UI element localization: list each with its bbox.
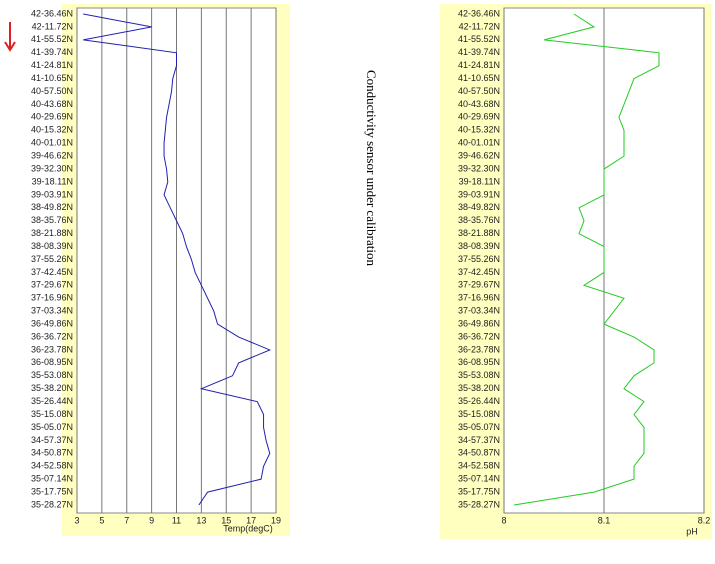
y-tick-label: 35-38.20N: [31, 383, 73, 393]
y-tick-label: 35-07.14N: [458, 474, 500, 484]
y-tick-label: 35-53.08N: [458, 370, 500, 380]
y-tick-label: 39-46.62N: [31, 151, 73, 161]
y-tick-label: 37-16.96N: [31, 293, 73, 303]
y-tick-label: 37-03.34N: [458, 306, 500, 316]
y-tick-label: 36-23.78N: [458, 344, 500, 354]
x-tick-label: 8.1: [598, 515, 611, 525]
y-tick-label: 39-03.91N: [458, 189, 500, 199]
y-tick-label: 37-42.45N: [458, 267, 500, 277]
x-tick-label: 8: [501, 515, 506, 525]
y-tick-label: 36-36.72N: [458, 331, 500, 341]
y-tick-label: 36-49.86N: [458, 318, 500, 328]
y-tick-label: 37-03.34N: [31, 306, 73, 316]
y-tick-label: 34-57.37N: [458, 435, 500, 445]
y-tick-label: 39-32.30N: [31, 163, 73, 173]
y-tick-label: 37-29.67N: [458, 280, 500, 290]
y-tick-label: 38-49.82N: [458, 202, 500, 212]
y-tick-label: 35-17.75N: [458, 486, 500, 496]
x-tick-label: 11: [172, 515, 181, 525]
y-tick-label: 42-11.72N: [459, 21, 500, 31]
y-tick-label: 39-46.62N: [458, 151, 500, 161]
y-tick-label: 40-01.01N: [458, 138, 500, 148]
y-tick-label: 35-38.20N: [458, 383, 500, 393]
y-tick-label: 40-57.50N: [31, 86, 73, 96]
y-tick-label: 41-10.65N: [458, 73, 500, 83]
y-tick-label: 36-08.95N: [31, 357, 73, 367]
annotation: Conductivity sensor under calibration: [364, 70, 379, 267]
y-tick-label: 41-55.52N: [31, 34, 73, 44]
y-tick-label: 38-21.88N: [31, 228, 73, 238]
y-tick-label: 34-50.87N: [458, 448, 500, 458]
y-tick-label: 35-26.44N: [458, 396, 500, 406]
y-tick-label: 35-05.07N: [458, 422, 500, 432]
y-tick-label: 38-08.39N: [31, 241, 73, 251]
data-line: [513, 13, 660, 506]
y-tick-label: 35-05.07N: [31, 422, 73, 432]
y-tick-label: 36-49.86N: [31, 318, 73, 328]
y-tick-label: 40-29.69N: [31, 112, 73, 122]
y-tick-label: 36-36.72N: [31, 331, 73, 341]
y-tick-label: 40-01.01N: [31, 138, 73, 148]
y-tick-label: 37-55.26N: [458, 254, 500, 264]
x-tick-label: 8.2: [698, 515, 711, 525]
y-tick-label: 39-32.30N: [458, 163, 500, 173]
arrow-head: [4, 41, 16, 52]
y-tick-label: 37-16.96N: [458, 293, 500, 303]
y-tick-label: 34-52.58N: [31, 461, 73, 471]
y-tick-label: 41-55.52N: [458, 34, 500, 44]
y-tick-label: 41-24.81N: [458, 60, 500, 70]
y-tick-label: 40-43.68N: [31, 99, 73, 109]
y-tick-label: 37-29.67N: [31, 280, 73, 290]
y-tick-label: 34-52.58N: [458, 461, 500, 471]
y-tick-label: 39-03.91N: [31, 189, 73, 199]
data-line: [83, 13, 272, 506]
y-tick-label: 37-55.26N: [31, 254, 73, 264]
x-axis-label: Temp(degC): [223, 523, 273, 533]
y-tick-label: 40-43.68N: [458, 99, 500, 109]
y-tick-label: 35-26.44N: [31, 396, 73, 406]
y-tick-label: 38-35.76N: [31, 215, 73, 225]
y-tick-label: 35-15.08N: [31, 409, 73, 419]
x-tick-label: 15: [221, 515, 231, 525]
y-tick-label: 41-39.74N: [31, 47, 73, 57]
x-tick-label: 9: [149, 515, 154, 525]
y-tick-label: 42-36.46N: [458, 8, 500, 18]
x-tick-label: 13: [196, 515, 206, 525]
y-tick-label: 38-35.76N: [458, 215, 500, 225]
y-tick-label: 41-10.65N: [31, 73, 73, 83]
y-tick-label: 39-18.11N: [32, 176, 73, 186]
y-tick-label: 35-17.75N: [31, 486, 73, 496]
x-tick-label: 17: [246, 515, 256, 525]
x-tick-label: 19: [271, 515, 281, 525]
y-tick-label: 42-11.72N: [32, 21, 73, 31]
y-tick-label: 35-28.27N: [31, 499, 73, 509]
y-tick-label: 40-57.50N: [458, 86, 500, 96]
y-tick-label: 34-57.37N: [31, 435, 73, 445]
x-tick-label: 3: [74, 515, 79, 525]
y-tick-label: 40-15.32N: [31, 125, 73, 135]
y-tick-label: 35-28.27N: [458, 499, 500, 509]
y-tick-label: 41-24.81N: [31, 60, 73, 70]
y-tick-label: 38-21.88N: [458, 228, 500, 238]
y-tick-label: 37-42.45N: [31, 267, 73, 277]
y-tick-label: 35-15.08N: [458, 409, 500, 419]
x-tick-label: 5: [99, 515, 104, 525]
y-tick-label: 36-23.78N: [31, 344, 73, 354]
y-tick-label: 35-07.14N: [31, 474, 73, 484]
y-tick-label: 36-08.95N: [458, 357, 500, 367]
y-tick-label: 35-53.08N: [31, 370, 73, 380]
y-tick-label: 40-29.69N: [458, 112, 500, 122]
y-tick-label: 39-18.11N: [459, 176, 500, 186]
y-tick-label: 38-08.39N: [458, 241, 500, 251]
y-tick-label: 34-50.87N: [31, 448, 73, 458]
y-tick-label: 42-36.46N: [31, 8, 73, 18]
y-tick-label: 41-39.74N: [458, 47, 500, 57]
x-tick-label: 7: [124, 515, 129, 525]
x-axis-label: pH: [686, 526, 698, 536]
y-tick-label: 40-15.32N: [458, 125, 500, 135]
y-tick-label: 38-49.82N: [31, 202, 73, 212]
